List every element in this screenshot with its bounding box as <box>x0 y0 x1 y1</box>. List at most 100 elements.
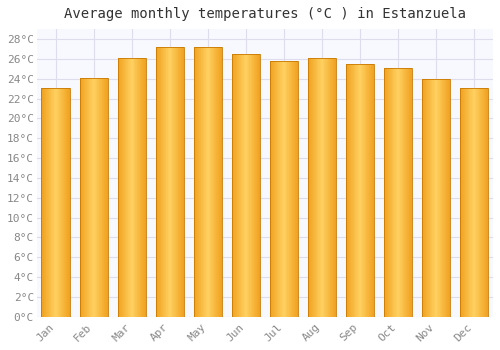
Bar <box>96 78 98 317</box>
Bar <box>471 88 472 317</box>
Bar <box>84 78 85 317</box>
Bar <box>464 88 465 317</box>
Bar <box>47 88 48 317</box>
Bar <box>123 58 124 317</box>
Bar <box>364 64 365 317</box>
Bar <box>182 47 184 317</box>
Bar <box>352 64 353 317</box>
Bar <box>357 64 358 317</box>
Bar <box>278 61 279 317</box>
Bar <box>335 58 336 317</box>
Bar <box>82 78 83 317</box>
Bar <box>410 68 411 317</box>
Bar <box>372 64 373 317</box>
Bar <box>132 58 133 317</box>
Bar <box>334 58 335 317</box>
Bar <box>317 58 318 317</box>
Bar <box>244 54 245 317</box>
Bar <box>395 68 396 317</box>
Bar <box>93 78 94 317</box>
Bar <box>311 58 312 317</box>
Bar <box>312 58 314 317</box>
Bar <box>45 88 46 317</box>
Bar <box>319 58 320 317</box>
Bar <box>404 68 405 317</box>
Bar <box>308 58 309 317</box>
Bar <box>358 64 359 317</box>
Bar <box>462 88 464 317</box>
Bar <box>348 64 350 317</box>
Bar <box>162 47 164 317</box>
Bar <box>164 47 165 317</box>
Bar <box>411 68 412 317</box>
Bar <box>126 58 127 317</box>
Bar <box>408 68 410 317</box>
Bar <box>124 58 126 317</box>
Bar <box>366 64 367 317</box>
Bar <box>134 58 136 317</box>
Bar <box>130 58 131 317</box>
Bar <box>174 47 175 317</box>
Bar <box>197 47 198 317</box>
Bar <box>208 47 210 317</box>
Bar <box>290 61 291 317</box>
Bar <box>315 58 316 317</box>
Bar <box>168 47 169 317</box>
Bar <box>424 79 426 317</box>
Bar <box>54 88 55 317</box>
Bar <box>81 78 82 317</box>
Bar <box>50 88 51 317</box>
Bar <box>391 68 392 317</box>
Bar <box>253 54 254 317</box>
Bar <box>448 79 449 317</box>
Bar <box>172 47 174 317</box>
Bar <box>127 58 128 317</box>
Bar <box>98 78 99 317</box>
Bar <box>42 88 70 317</box>
Bar <box>403 68 404 317</box>
Bar <box>400 68 401 317</box>
Bar <box>194 47 195 317</box>
Bar <box>177 47 178 317</box>
Bar <box>200 47 202 317</box>
Bar <box>370 64 372 317</box>
Bar <box>119 58 120 317</box>
Bar <box>142 58 143 317</box>
Bar <box>232 54 233 317</box>
Bar <box>468 88 469 317</box>
Bar <box>478 88 479 317</box>
Bar <box>442 79 443 317</box>
Bar <box>210 47 212 317</box>
Bar <box>320 58 321 317</box>
Bar <box>441 79 442 317</box>
Bar <box>196 47 197 317</box>
Bar <box>255 54 256 317</box>
Bar <box>446 79 448 317</box>
Bar <box>62 88 63 317</box>
Bar <box>444 79 446 317</box>
Bar <box>329 58 330 317</box>
Bar <box>354 64 355 317</box>
Bar <box>207 47 208 317</box>
Bar <box>402 68 403 317</box>
Bar <box>346 64 374 317</box>
Bar <box>169 47 170 317</box>
Bar <box>359 64 360 317</box>
Bar <box>385 68 386 317</box>
Bar <box>140 58 141 317</box>
Bar <box>350 64 352 317</box>
Bar <box>438 79 439 317</box>
Bar <box>131 58 132 317</box>
Bar <box>449 79 450 317</box>
Bar <box>90 78 91 317</box>
Bar <box>120 58 121 317</box>
Bar <box>240 54 241 317</box>
Bar <box>277 61 278 317</box>
Bar <box>180 47 181 317</box>
Bar <box>57 88 58 317</box>
Bar <box>170 47 171 317</box>
Bar <box>233 54 234 317</box>
Bar <box>318 58 319 317</box>
Bar <box>281 61 282 317</box>
Bar <box>405 68 406 317</box>
